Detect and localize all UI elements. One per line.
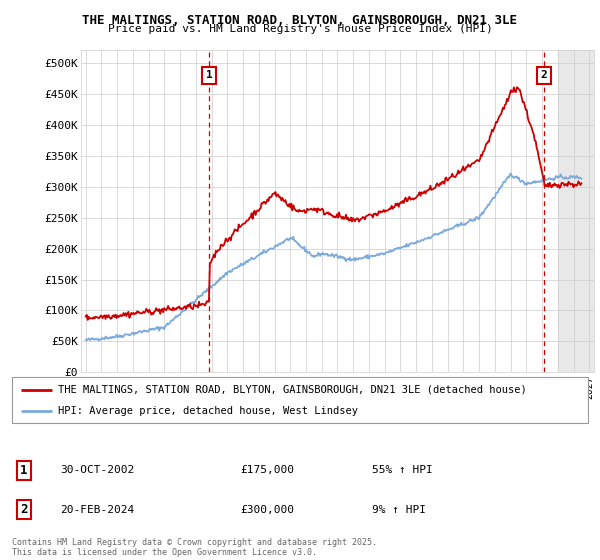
Text: Price paid vs. HM Land Registry's House Price Index (HPI): Price paid vs. HM Land Registry's House … [107,24,493,34]
Text: 1: 1 [20,464,28,477]
FancyBboxPatch shape [12,377,588,423]
Text: 9% ↑ HPI: 9% ↑ HPI [372,505,426,515]
Text: £175,000: £175,000 [240,465,294,475]
Text: 20-FEB-2024: 20-FEB-2024 [60,505,134,515]
Text: 55% ↑ HPI: 55% ↑ HPI [372,465,433,475]
Text: £300,000: £300,000 [240,505,294,515]
Text: 30-OCT-2002: 30-OCT-2002 [60,465,134,475]
Text: THE MALTINGS, STATION ROAD, BLYTON, GAINSBOROUGH, DN21 3LE: THE MALTINGS, STATION ROAD, BLYTON, GAIN… [83,14,517,27]
Text: THE MALTINGS, STATION ROAD, BLYTON, GAINSBOROUGH, DN21 3LE (detached house): THE MALTINGS, STATION ROAD, BLYTON, GAIN… [58,385,527,395]
Text: 1: 1 [206,70,212,80]
Text: 2: 2 [20,503,28,516]
Text: HPI: Average price, detached house, West Lindsey: HPI: Average price, detached house, West… [58,407,358,416]
Text: Contains HM Land Registry data © Crown copyright and database right 2025.
This d: Contains HM Land Registry data © Crown c… [12,538,377,557]
Text: 2: 2 [541,70,547,80]
Bar [558,50,600,372]
